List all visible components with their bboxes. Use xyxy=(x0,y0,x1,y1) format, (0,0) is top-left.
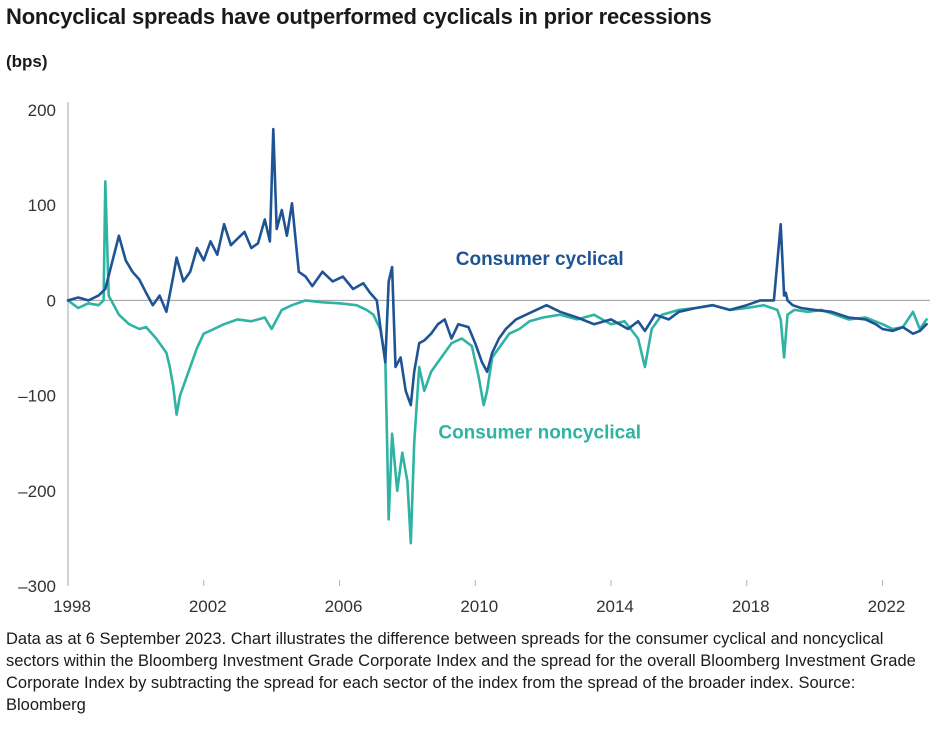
y-tick-label: –200 xyxy=(18,482,56,501)
x-tick-label: 2010 xyxy=(460,597,498,616)
x-tick-label: 2014 xyxy=(596,597,634,616)
x-tick-label: 2002 xyxy=(189,597,227,616)
y-tick-label: 200 xyxy=(28,101,56,120)
series-lines xyxy=(66,127,928,545)
chart-title: Noncyclical spreads have outperformed cy… xyxy=(6,4,712,29)
line-chart: 200 100 0 –100 –200 –300 1998 2002 2006 2010 2014… xyxy=(18,101,930,616)
y-tick-label: –300 xyxy=(18,577,56,596)
series-line-consumer-cyclical xyxy=(66,127,928,407)
x-tick-label: 2006 xyxy=(325,597,363,616)
x-tick-label: 1998 xyxy=(53,597,91,616)
x-axis: 1998 2002 2006 2010 2014 2018 2022 xyxy=(53,580,905,616)
chart-footnote: Data as at 6 September 2023. Chart illus… xyxy=(6,630,916,714)
y-tick-label: 0 xyxy=(47,291,56,310)
y-axis: 200 100 0 –100 –200 –300 xyxy=(18,101,930,596)
y-tick-label: –100 xyxy=(18,387,56,406)
y-tick-label: 100 xyxy=(28,196,56,215)
y-axis-unit-label: (bps) xyxy=(6,52,48,71)
x-tick-label: 2022 xyxy=(868,597,906,616)
series-label-consumer-cyclical: Consumer cyclical xyxy=(456,249,624,270)
series-label-consumer-noncyclical: Consumer noncyclical xyxy=(438,422,641,443)
x-tick-label: 2018 xyxy=(732,597,770,616)
series-line-consumer-noncyclical xyxy=(66,180,928,545)
series-labels: Consumer cyclical Consumer noncyclical xyxy=(438,249,641,443)
